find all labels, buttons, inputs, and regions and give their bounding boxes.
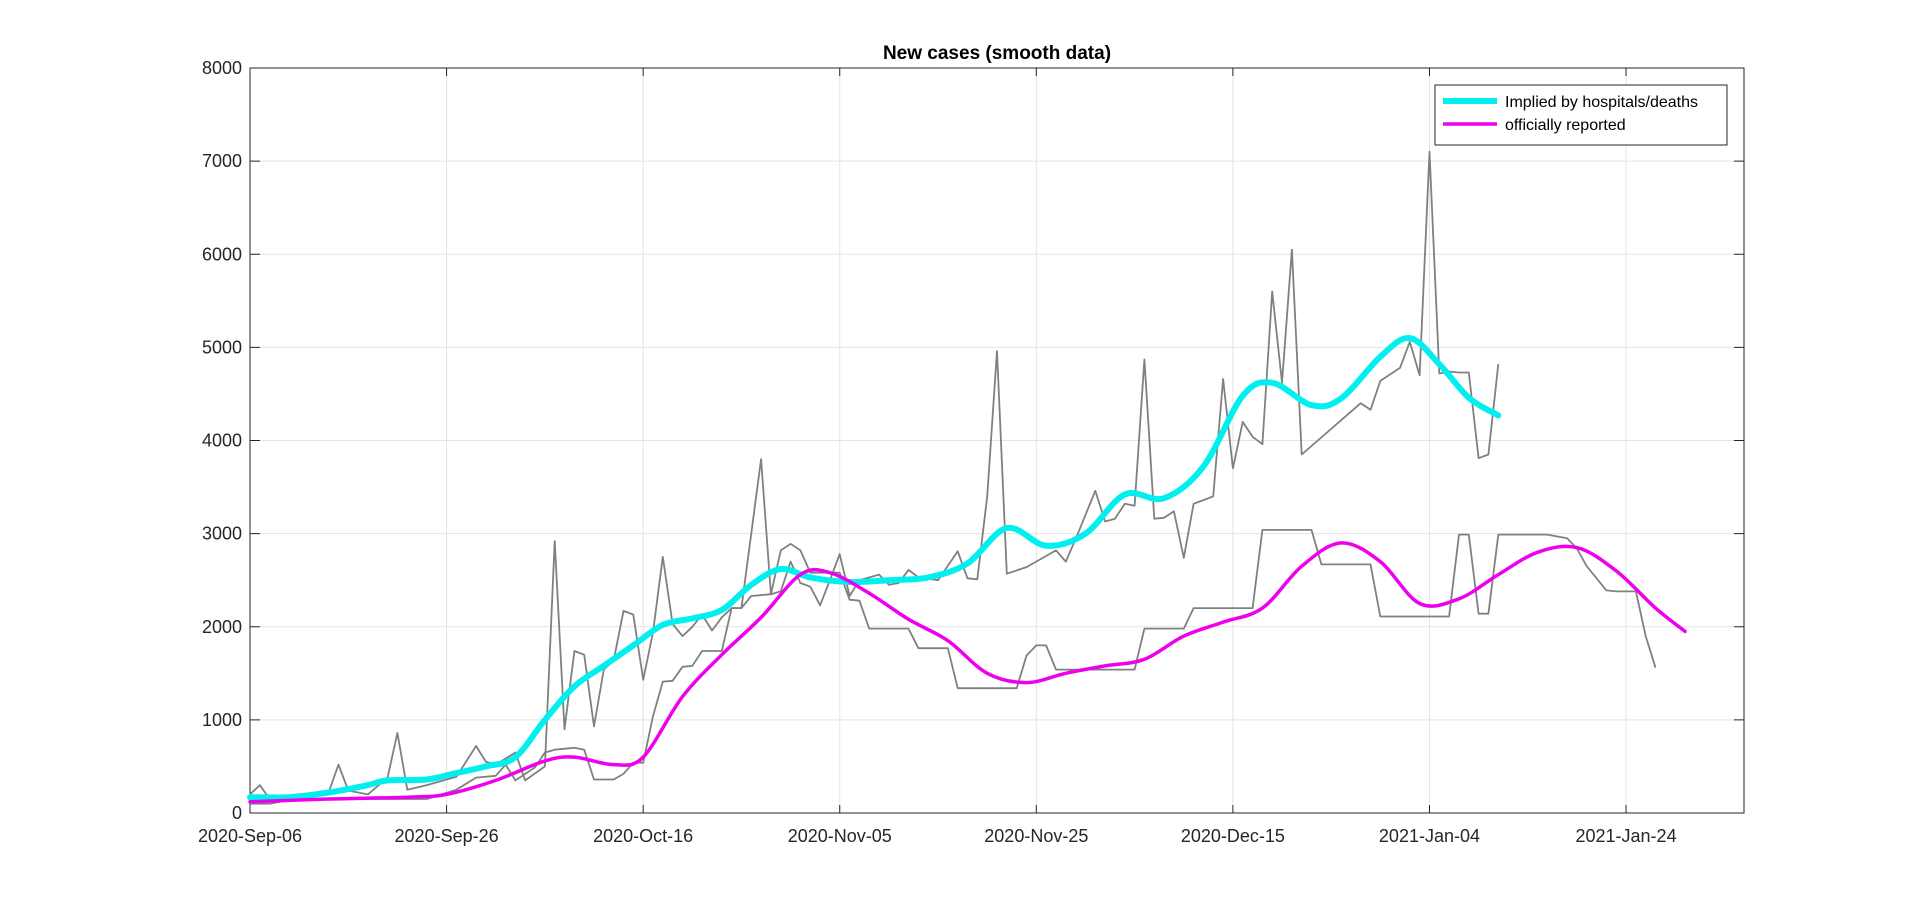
raw-series-line-3: [250, 529, 1657, 805]
x-tick-label: 2020-Nov-25: [984, 826, 1088, 846]
x-tick-label: 2020-Sep-26: [395, 826, 499, 846]
raw-data-lines: [249, 150, 1657, 805]
smooth-data-lines: [247, 335, 1687, 804]
smooth-series-line-0: [247, 335, 1502, 801]
x-tick-label: 2020-Oct-16: [593, 826, 693, 846]
y-tick-label: 1000: [202, 710, 242, 730]
legend-box: [1434, 84, 1728, 146]
x-tick-label: 2020-Sep-06: [198, 826, 302, 846]
smooth-series-line-1: [248, 541, 1687, 804]
legend: Implied by hospitals/deaths officially re…: [1434, 84, 1728, 146]
x-tick-label: 2021-Jan-04: [1379, 826, 1480, 846]
axis-ticks: [249, 67, 1744, 814]
y-tick-label: 3000: [202, 524, 242, 544]
y-axis-tick-labels: 0 1000 2000 3000 4000 5000 6000 7000 8000: [202, 58, 242, 823]
legend-entry: Implied by hospitals/deaths: [1505, 94, 1698, 111]
grid: [249, 67, 1744, 814]
y-tick-label: 8000: [202, 58, 242, 78]
y-tick-label: 0: [232, 803, 242, 823]
x-tick-label: 2020-Dec-15: [1181, 826, 1285, 846]
y-tick-label: 2000: [202, 617, 242, 637]
y-tick-label: 6000: [202, 244, 242, 264]
y-tick-label: 5000: [202, 337, 242, 357]
x-tick-label: 2020-Nov-05: [788, 826, 892, 846]
x-tick-label: 2021-Jan-24: [1576, 826, 1677, 846]
y-tick-label: 7000: [202, 151, 242, 171]
y-tick-label: 4000: [202, 431, 242, 451]
legend-entry: officially reported: [1505, 117, 1626, 134]
chart-title: New cases (smooth data): [883, 43, 1111, 64]
x-axis-tick-labels: 2020-Sep-06 2020-Sep-26 2020-Oct-16 2020-No…: [198, 826, 1677, 846]
raw-series-line-2: [249, 150, 1500, 801]
